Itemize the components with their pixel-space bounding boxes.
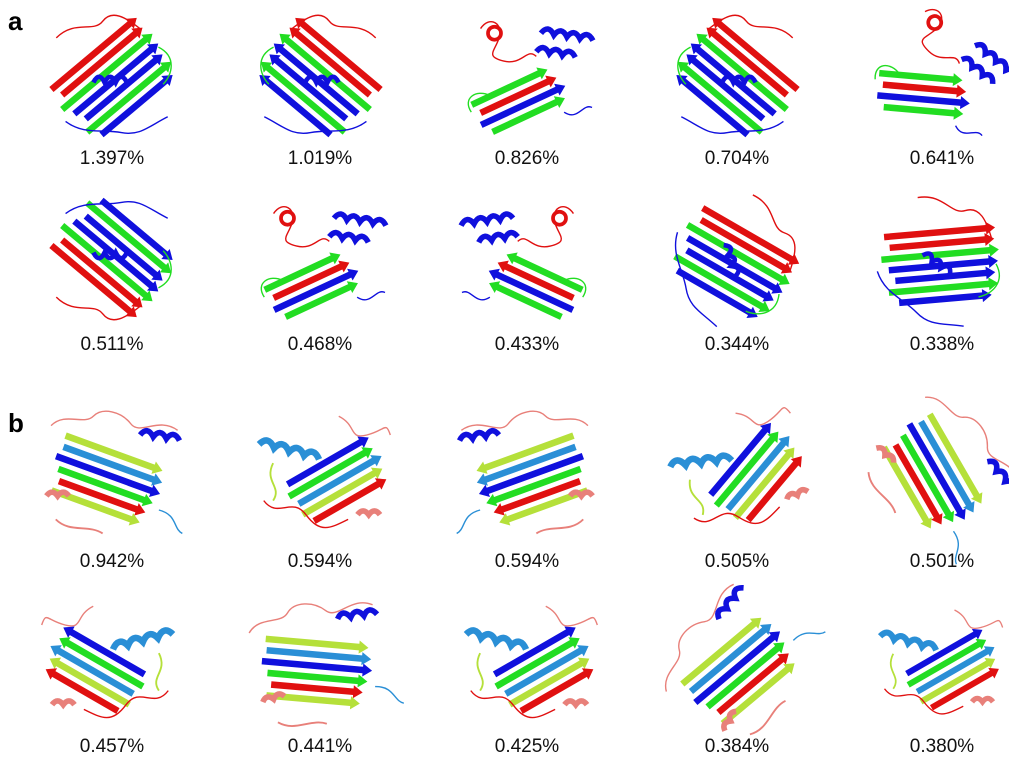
structure — [644, 174, 821, 354]
structure — [650, 571, 826, 753]
percentage: 0.641% — [910, 148, 975, 169]
percentage: 0.594% — [288, 551, 353, 572]
percentage: 0.384% — [705, 736, 770, 757]
percentage: 0.425% — [495, 736, 560, 757]
structure — [661, 394, 829, 549]
structure — [461, 207, 586, 326]
percentage: 0.511% — [80, 334, 143, 355]
percentage: 0.468% — [288, 334, 353, 355]
percentage: 0.433% — [495, 334, 560, 355]
percentage: 1.397% — [80, 148, 145, 169]
structure — [664, 12, 806, 149]
panel-label: a — [8, 6, 23, 36]
structure — [466, 606, 603, 721]
figure-canvas: a b 1.397% 1.019% 0.826% 0.704% 0.641% 0… — [0, 0, 1009, 760]
structure — [457, 411, 597, 533]
structure — [44, 12, 186, 149]
percentage: 0.942% — [80, 551, 145, 572]
figure: a b 1.397% 1.019% 0.826% 0.704% 0.641% 0… — [0, 0, 1009, 760]
percentage: 0.594% — [495, 551, 560, 572]
percentage: 0.704% — [705, 148, 770, 169]
structure — [858, 0, 1009, 165]
percentage: 0.338% — [910, 334, 975, 355]
percentage: 0.380% — [910, 736, 975, 757]
panel-label: b — [8, 408, 24, 438]
structure — [259, 416, 396, 531]
percentage: 0.344% — [705, 334, 770, 355]
structure — [237, 585, 404, 739]
percentage: 0.441% — [288, 736, 353, 757]
percentage: 1.019% — [288, 148, 353, 169]
structure — [468, 22, 593, 141]
structure — [261, 207, 386, 326]
structure — [247, 12, 389, 149]
structure — [880, 610, 1008, 717]
structure — [44, 186, 186, 323]
structure — [849, 381, 1009, 565]
structure — [42, 411, 182, 533]
percentage: 0.505% — [705, 551, 770, 572]
percentage: 0.457% — [80, 736, 145, 757]
structure — [36, 606, 173, 721]
percentage: 0.501% — [910, 551, 975, 572]
percentage: 0.826% — [495, 148, 560, 169]
